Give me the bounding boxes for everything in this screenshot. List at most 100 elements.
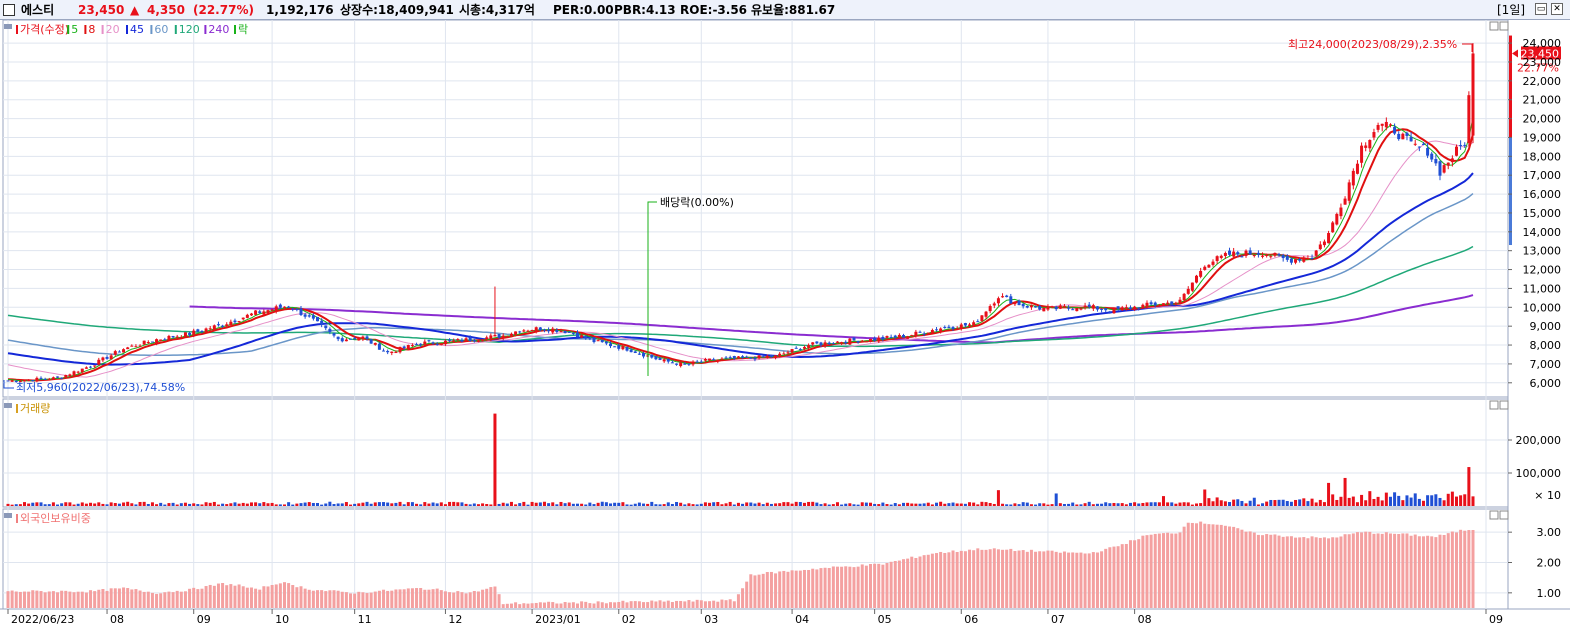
candle-body [1182, 293, 1186, 301]
period-selector[interactable]: [1일] [1497, 3, 1526, 17]
candle-body [435, 344, 439, 346]
volume-bar [134, 504, 138, 506]
foreign-ownership-bar [835, 566, 839, 608]
volume-bar [959, 503, 963, 506]
foreign-ownership-bar [134, 589, 138, 608]
candle-body [840, 342, 844, 344]
volume-bar [311, 502, 315, 506]
volume-bar [930, 504, 934, 506]
foreign-ownership-bar [1017, 550, 1021, 608]
candle-body [765, 356, 769, 359]
candle-body [1277, 254, 1281, 256]
candle-body [349, 338, 353, 340]
volume-bar [802, 502, 806, 506]
candle-body [1161, 303, 1165, 306]
candle-body [97, 359, 101, 365]
candle-body [324, 325, 328, 329]
foreign-ownership-bar [1463, 530, 1467, 608]
foreign-ownership-bar [1339, 536, 1343, 608]
volume-bar [493, 413, 497, 506]
y-tick-label: 8,000 [1530, 339, 1562, 352]
foreign-ownership-bar [1199, 521, 1203, 608]
candle-body [179, 337, 183, 339]
volume-bar [68, 502, 72, 506]
candle-body [856, 340, 860, 343]
foreign-ownership-bar [1104, 548, 1108, 608]
foreign-ownership-bar [592, 603, 596, 608]
foreign-ownership-bar [225, 585, 229, 608]
foreign-ownership-bar [1054, 551, 1058, 608]
volume-bar [1281, 499, 1285, 506]
price-panel [2, 20, 1509, 398]
volume-bar [1327, 482, 1331, 506]
foreign-ownership-bar [992, 548, 996, 608]
volume-bar [679, 502, 683, 506]
candle-body [1331, 222, 1335, 233]
candle-body [988, 306, 992, 312]
volume-bar [811, 501, 815, 506]
foreign-ownership-bar [509, 603, 513, 608]
candle-body [1050, 306, 1054, 308]
candle-body [1273, 252, 1277, 256]
volume-bar [183, 502, 187, 506]
panel-close-icon [1499, 400, 1509, 410]
y-tick-label: 7,000 [1530, 358, 1562, 371]
select-checkbox[interactable] [3, 4, 15, 16]
foreign-ownership-bar [906, 558, 910, 608]
volume-bar [741, 503, 745, 506]
foreign-ownership-bar [1248, 531, 1252, 608]
foreign-ownership-bar [1355, 532, 1359, 608]
candle-body [885, 336, 889, 338]
candle-body [1368, 140, 1372, 149]
candle-body [23, 380, 27, 382]
close-icon[interactable]: ✕ [1551, 3, 1563, 15]
volume-bar [728, 501, 732, 506]
foreign-ownership-bar [963, 551, 967, 608]
foreign-ownership-bar [1467, 530, 1471, 608]
candle-body [402, 346, 406, 349]
foreign-ownership-bar [613, 602, 617, 608]
volume-bar [204, 502, 208, 506]
volume-bar [1013, 503, 1017, 506]
foreign-ownership-bar [1034, 551, 1038, 608]
candle-body [6, 380, 10, 382]
candle-body [159, 339, 163, 341]
volume-bar [670, 503, 674, 506]
candle-body [117, 351, 121, 353]
volume-bar [113, 503, 117, 506]
volume-bar [89, 502, 93, 506]
foreign-ownership-bar [1067, 552, 1071, 608]
candle-body [10, 380, 14, 382]
foreign-ownership-bar [369, 592, 373, 608]
volume-bar [1413, 493, 1417, 506]
candle-body [1091, 305, 1095, 309]
volume-bar [699, 503, 703, 506]
candle-body [353, 338, 357, 340]
candle-body [873, 337, 877, 341]
foreign-ownership-bar [493, 586, 497, 608]
foreign-ownership-bar [1161, 533, 1165, 608]
maximize-icon[interactable]: ▭ [1535, 3, 1547, 15]
candle-body [64, 375, 68, 378]
volume-bar [179, 503, 183, 506]
foreign-ownership-bar [406, 588, 410, 608]
candle-body [43, 379, 47, 381]
foreign-ownership-bar [254, 588, 258, 608]
last-price-arrow-icon [1512, 49, 1518, 58]
candle-body [939, 328, 943, 332]
volume-bar [1075, 504, 1079, 506]
volume-bar [1261, 503, 1265, 506]
reserve-ratio: 유보율:881.67 [751, 3, 836, 17]
candle-body [580, 335, 584, 338]
candle-body [439, 343, 443, 346]
candle-body [122, 349, 126, 353]
candle-body [1384, 121, 1388, 128]
volume-bar [873, 503, 877, 506]
foreign-ownership-bar [642, 602, 646, 608]
volume-bar [1005, 504, 1009, 506]
volume-bar [80, 502, 84, 506]
foreign-ownership-bar [1153, 533, 1157, 608]
foreign-ownership-bar [258, 589, 262, 608]
x-tick-label: 06 [964, 613, 978, 626]
volume-bar [435, 503, 439, 506]
